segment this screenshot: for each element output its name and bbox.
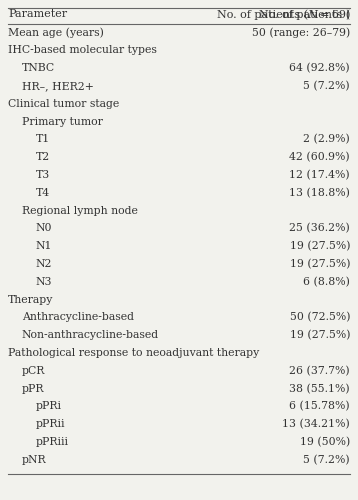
Text: pPRii: pPRii <box>36 419 65 429</box>
Text: 50 (72.5%): 50 (72.5%) <box>290 312 350 322</box>
Text: Therapy: Therapy <box>8 294 53 304</box>
Text: T2: T2 <box>36 152 50 162</box>
Text: Anthracycline-based: Anthracycline-based <box>22 312 134 322</box>
Text: 19 (50%): 19 (50%) <box>300 437 350 448</box>
Text: Pathological response to neoadjuvant therapy: Pathological response to neoadjuvant the… <box>8 348 259 358</box>
Text: pCR: pCR <box>22 366 45 376</box>
Text: 6 (15.78%): 6 (15.78%) <box>289 402 350 411</box>
Text: pPRi: pPRi <box>36 402 62 411</box>
Text: T1: T1 <box>36 134 50 144</box>
Text: 64 (92.8%): 64 (92.8%) <box>289 63 350 74</box>
Text: Regional lymph node: Regional lymph node <box>22 206 138 216</box>
Text: 50 (range: 26–79): 50 (range: 26–79) <box>252 28 350 38</box>
Text: No. of patients (𝑁 = 69): No. of patients (𝑁 = 69) <box>217 9 350 20</box>
Text: TNBC: TNBC <box>22 63 55 73</box>
Text: 6 (8.8%): 6 (8.8%) <box>303 277 350 287</box>
Text: Non-anthracycline-based: Non-anthracycline-based <box>22 330 159 340</box>
Text: 2 (2.9%): 2 (2.9%) <box>303 134 350 144</box>
Text: 5 (7.2%): 5 (7.2%) <box>303 81 350 92</box>
Text: N1: N1 <box>36 241 52 251</box>
Text: Primary tumor: Primary tumor <box>22 116 103 126</box>
Text: 12 (17.4%): 12 (17.4%) <box>289 170 350 180</box>
Text: 25 (36.2%): 25 (36.2%) <box>289 224 350 234</box>
Text: Mean age (years): Mean age (years) <box>8 28 104 38</box>
Text: pPR: pPR <box>22 384 44 394</box>
Text: HR–, HER2+: HR–, HER2+ <box>22 81 94 91</box>
Text: 13 (18.8%): 13 (18.8%) <box>289 188 350 198</box>
Text: 19 (27.5%): 19 (27.5%) <box>290 241 350 252</box>
Text: N3: N3 <box>36 277 52 287</box>
Text: 19 (27.5%): 19 (27.5%) <box>290 330 350 340</box>
Text: 38 (55.1%): 38 (55.1%) <box>289 384 350 394</box>
Text: Clinical tumor stage: Clinical tumor stage <box>8 99 119 109</box>
Text: No. of patients (: No. of patients ( <box>259 9 350 20</box>
Text: N0: N0 <box>36 224 52 234</box>
Text: T4: T4 <box>36 188 50 198</box>
Text: N2: N2 <box>36 259 52 269</box>
Text: T3: T3 <box>36 170 50 180</box>
Text: pNR: pNR <box>22 455 47 465</box>
Text: IHC-based molecular types: IHC-based molecular types <box>8 46 157 56</box>
Text: 26 (37.7%): 26 (37.7%) <box>289 366 350 376</box>
Text: Parameter: Parameter <box>8 9 67 19</box>
Text: 19 (27.5%): 19 (27.5%) <box>290 259 350 270</box>
Text: pPRiii: pPRiii <box>36 437 69 447</box>
Text: 42 (60.9%): 42 (60.9%) <box>289 152 350 162</box>
Text: 5 (7.2%): 5 (7.2%) <box>303 455 350 465</box>
Text: 13 (34.21%): 13 (34.21%) <box>282 419 350 430</box>
